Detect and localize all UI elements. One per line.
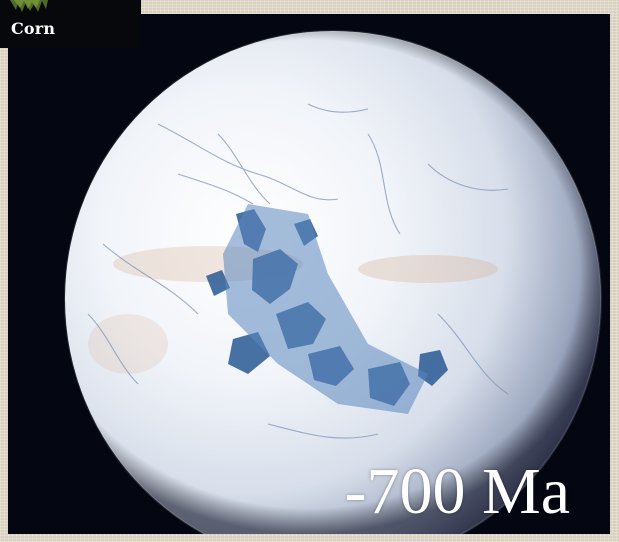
- era-label: -700 Ma: [344, 455, 570, 528]
- snowball-earth-photo: -700 Ma: [8, 14, 610, 534]
- corner-label-text: Corn: [11, 19, 56, 38]
- globe-illustration: [64, 30, 602, 534]
- corner-label: Corn: [0, 0, 141, 48]
- foliage-icon: [10, 0, 48, 12]
- globe-rim: [64, 30, 602, 534]
